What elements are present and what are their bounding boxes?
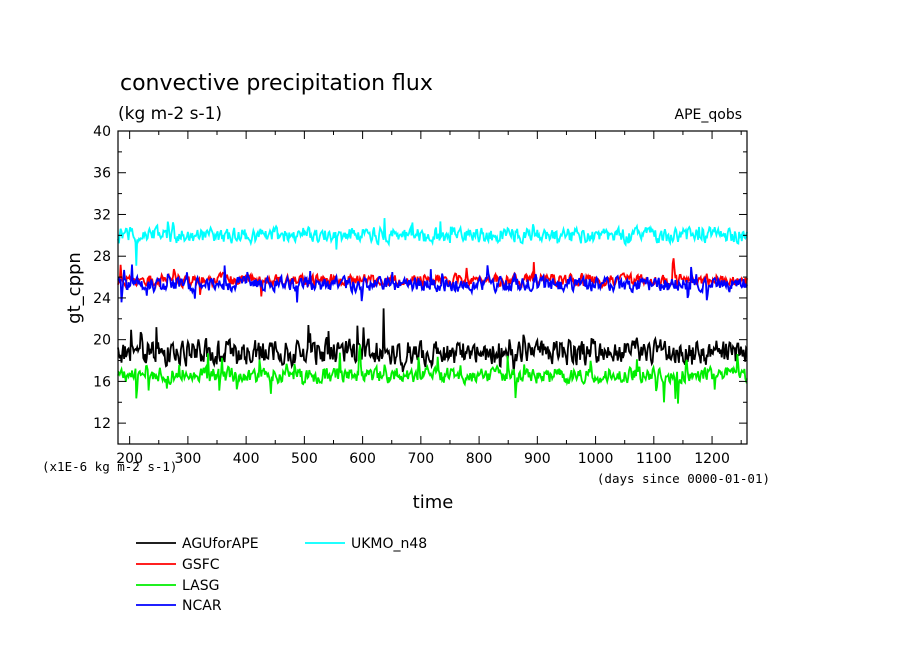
x-tick-label: 600 <box>349 451 376 467</box>
y-tick-label: 20 <box>93 333 111 349</box>
experiment-label: APE_qobs <box>675 107 743 123</box>
x-unit-note: (days since 0000-01-01) <box>597 471 770 486</box>
series-line-lasg <box>117 344 748 404</box>
x-tick-label: 1000 <box>578 451 614 467</box>
x-tick-label: 500 <box>291 451 318 467</box>
x-axis-label: time <box>413 492 454 513</box>
x-tick-label: 200 <box>116 451 143 467</box>
y-tick-label: 32 <box>93 207 111 223</box>
y-unit-note: (x1E-6 kg m-2 s-1) <box>42 459 177 474</box>
y-tick-label: 40 <box>93 124 111 140</box>
x-tick-label: 300 <box>175 451 202 467</box>
y-tick-label: 16 <box>93 374 111 390</box>
x-axis-ticks: 200 300 400 500 600 700 800 900 1000 1100 1200 <box>116 131 742 467</box>
x-tick-label: 1200 <box>694 451 730 467</box>
legend-label-lasg: LASG <box>182 578 219 594</box>
chart-subtitle: (kg m-2 s-1) <box>118 104 222 124</box>
legend-label-ncar: NCAR <box>182 598 222 614</box>
series-line-aguforape <box>117 308 748 373</box>
legend-label-gsfc: GSFC <box>182 557 220 573</box>
series-line-gsfc <box>117 258 748 297</box>
x-tick-label: 900 <box>524 451 551 467</box>
x-tick-label: 700 <box>407 451 434 467</box>
y-axis-label: gt_cppn <box>64 252 85 324</box>
series-line-ncar <box>117 264 748 303</box>
plot-frame <box>117 130 748 445</box>
legend-label-ukmo_n48: UKMO_n48 <box>351 536 427 552</box>
x-tick-label: 1100 <box>636 451 672 467</box>
x-tick-label: 800 <box>466 451 493 467</box>
y-tick-label: 24 <box>93 291 111 307</box>
chart-title: convective precipitation flux <box>120 71 433 96</box>
x-tick-label: 400 <box>233 451 260 467</box>
legend: AGUforAPE GSFC LASG NCAR UKMO_n48 <box>136 536 427 614</box>
y-tick-label: 36 <box>93 166 111 182</box>
y-tick-label: 12 <box>93 416 111 432</box>
y-axis-ticks: 12 16 20 24 28 32 36 40 <box>93 124 747 432</box>
series-line-ukmo_n48 <box>117 218 748 266</box>
series-layer <box>117 218 748 404</box>
legend-label-aguforape: AGUforAPE <box>182 536 259 552</box>
y-tick-label: 28 <box>93 249 111 265</box>
